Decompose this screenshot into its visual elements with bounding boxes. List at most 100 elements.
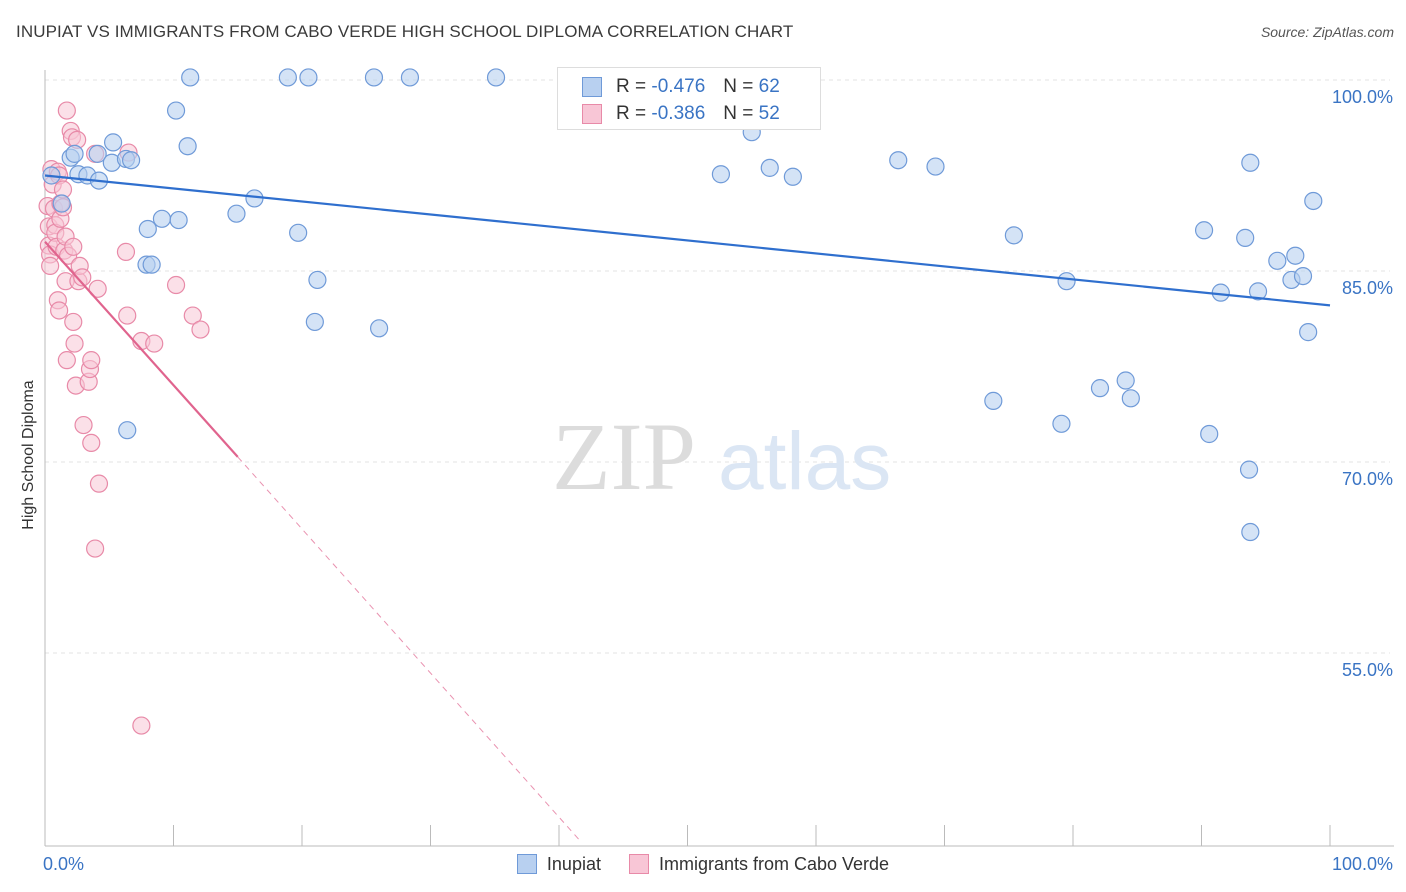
cabo-verde-point [88,279,107,298]
inupiat-point [1241,153,1260,172]
inupiat-point [1241,522,1260,542]
cabo-verde-point [82,351,101,370]
inupiat-point [305,312,324,332]
n-label: N = [723,76,754,97]
cabo-verde-point [74,415,93,435]
gridlines [45,79,1390,654]
cabo-verde-point [82,433,101,452]
y-tick-label: 55.0% [1342,660,1393,680]
inupiat-point [926,157,945,176]
inupiat-point [104,133,123,152]
watermark-atlas: atlas [718,416,891,507]
cabo-verde-point [64,312,83,332]
stats-legend: R = -0.476 N = 62 R = -0.386 N = 52 [557,67,821,130]
cabo-verde-point [86,539,105,558]
legend-label-inupiat: Inupiat [546,853,601,874]
inupiat-point [121,151,141,170]
cabo-verde-legend-swatch [628,854,649,874]
inupiat-point [1057,272,1076,291]
r-value: -0.386 [651,103,706,124]
cabo-verde-point [73,268,92,287]
axes [44,70,1394,847]
inupiat-point [178,137,197,156]
cabo-verde-point [89,474,109,493]
inupiat-point [1004,226,1023,245]
trend-lines [44,174,1331,841]
cabo-verde-point [166,275,186,295]
r-value: -0.476 [651,76,706,97]
inupiat-legend-swatch [516,854,537,874]
cabo-verde-point [64,237,83,256]
cabo-verde-point [145,334,164,353]
inupiat-point [1121,389,1140,408]
bottom-legend: Inupiat Immigrants from Cabo Verde [0,852,1406,876]
inupiat-point [142,255,161,274]
inupiat-point [1200,424,1219,444]
inupiat-point [278,68,297,87]
inupiat-point [1304,191,1323,211]
cabo-verde-swatch [582,104,602,124]
inupiat-point [1090,379,1110,398]
chart-title: INUPIAT VS IMMIGRANTS FROM CABO VERDE HI… [16,22,794,41]
inupiat-point [370,319,389,338]
cabo-verde-point [41,256,60,276]
inupiat-point [166,101,186,120]
stats-row-inupiat: R = -0.476 N = 62 [582,75,780,99]
inupiat-point [711,165,731,184]
inupiat-point [1293,266,1313,286]
inupiat-point [65,144,84,163]
inupiat-swatch [582,77,602,97]
cabo-verde-point [132,716,151,735]
watermark-zip: ZIP [552,403,696,510]
cabo-verde-point [183,306,202,325]
inupiat-point [1239,460,1259,479]
inupiat-point [169,210,188,230]
r-label: R = [616,76,647,97]
inupiat-point [245,189,264,208]
inupiat-point [486,68,506,87]
inupiat-point [289,223,308,242]
cabo-verde-point [116,242,136,261]
inupiat-point [1248,282,1268,301]
inupiat-point [1116,371,1135,390]
inupiat-point [181,68,200,87]
inupiat-point [299,68,318,87]
inupiat-point [1299,323,1318,342]
x-tick-label: 100.0% [1332,854,1393,874]
x-tick-label: 0.0% [43,854,84,874]
inupiat-point [1052,414,1071,433]
legend-label-cabo-verde: Immigrants from Cabo Verde [658,853,890,874]
inupiat-point [1236,228,1255,247]
inupiat-point [889,151,908,170]
inupiat-point [88,144,107,163]
inupiat-point [152,209,172,228]
cabo-verde-trend-line [44,240,239,458]
inupiat-point [760,158,779,177]
n-label: N = [723,103,754,124]
cabo-verde-point [50,301,69,320]
cabo-verde-trend-extension [237,456,580,841]
source-label: Source: ZipAtlas.com [1260,24,1394,40]
inupiat-point [364,68,384,87]
cabo-verde-point [57,351,76,370]
inupiat-point [1194,221,1214,240]
cabo-verde-point [57,101,76,120]
r-label: R = [616,103,647,124]
inupiat-point [1268,251,1287,270]
stats-row-cabo-verde: R = -0.386 N = 52 [582,102,780,126]
n-value: 52 [758,103,780,124]
cabo-verde-point [191,320,210,339]
tick-labels: 55.0% 70.0% 85.0% 100.0% 0.0% 100.0% [43,87,1393,874]
cabo-verde-point [65,334,84,353]
y-tick-label: 85.0% [1342,278,1393,298]
y-tick-label: 70.0% [1342,469,1393,489]
inupiat-point [984,391,1003,410]
inupiat-point [52,194,71,213]
watermark: ZIP atlas [552,403,891,510]
legend-item-cabo-verde[interactable]: Immigrants from Cabo Verde [628,853,890,875]
inupiat-point [1286,246,1305,265]
legend-item-inupiat[interactable]: Inupiat [516,853,601,875]
inupiat-point [118,421,137,440]
inupiat-point [227,204,246,223]
